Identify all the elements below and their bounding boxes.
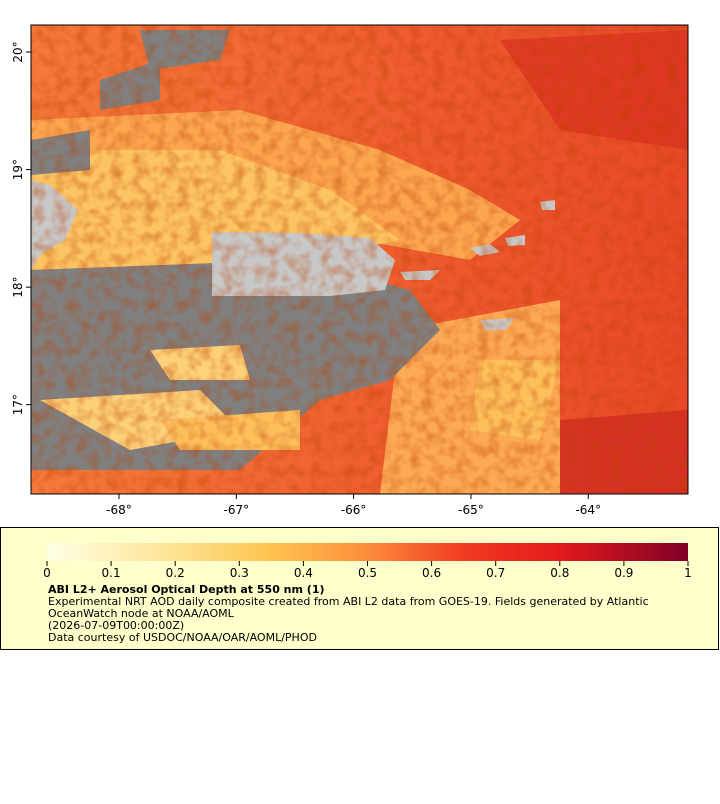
colorbar-tick-label: 0.1 bbox=[102, 566, 121, 580]
lat-tick-label: 18° bbox=[11, 276, 25, 297]
lat-tick-label: 20° bbox=[11, 41, 25, 62]
colorbar-tick-label: 0.9 bbox=[614, 566, 633, 580]
legend-credit: Data courtesy of USDOC/NOAA/OAR/AOML/PHO… bbox=[48, 631, 317, 644]
colorbar-tick-label: 0.8 bbox=[550, 566, 569, 580]
colorbar-tick-label: 0.5 bbox=[358, 566, 377, 580]
lat-tick-label: 19° bbox=[11, 159, 25, 180]
colorbar-tick-label: 0.2 bbox=[166, 566, 185, 580]
colorbar-tick-label: 0.7 bbox=[486, 566, 505, 580]
lon-tick-label: -66° bbox=[341, 503, 367, 517]
map-frame bbox=[30, 24, 689, 495]
lon-tick-label: -67° bbox=[224, 503, 250, 517]
colorbar bbox=[47, 543, 688, 561]
lon-tick-label: -64° bbox=[575, 503, 601, 517]
legend-description: Experimental NRT AOD daily composite cre… bbox=[48, 595, 649, 608]
lon-tick-label: -65° bbox=[458, 503, 484, 517]
legend-title: ABI L2+ Aerosol Optical Depth at 550 nm … bbox=[48, 583, 325, 596]
colorbar-tick-label: 0 bbox=[43, 566, 51, 580]
lat-tick-label: 17° bbox=[11, 394, 25, 415]
colorbar-tick-label: 0.3 bbox=[230, 566, 249, 580]
colorbar-tick-label: 0.4 bbox=[294, 566, 313, 580]
legend-time: (2026-07-09T00:00:00Z) bbox=[48, 619, 184, 632]
colorbar-tick-label: 1 bbox=[684, 566, 692, 580]
aod-raster bbox=[31, 25, 688, 494]
legend-description: OceanWatch node at NOAA/AOML bbox=[48, 607, 235, 620]
lon-tick-label: -68° bbox=[106, 503, 132, 517]
colorbar-tick-label: 0.6 bbox=[422, 566, 441, 580]
